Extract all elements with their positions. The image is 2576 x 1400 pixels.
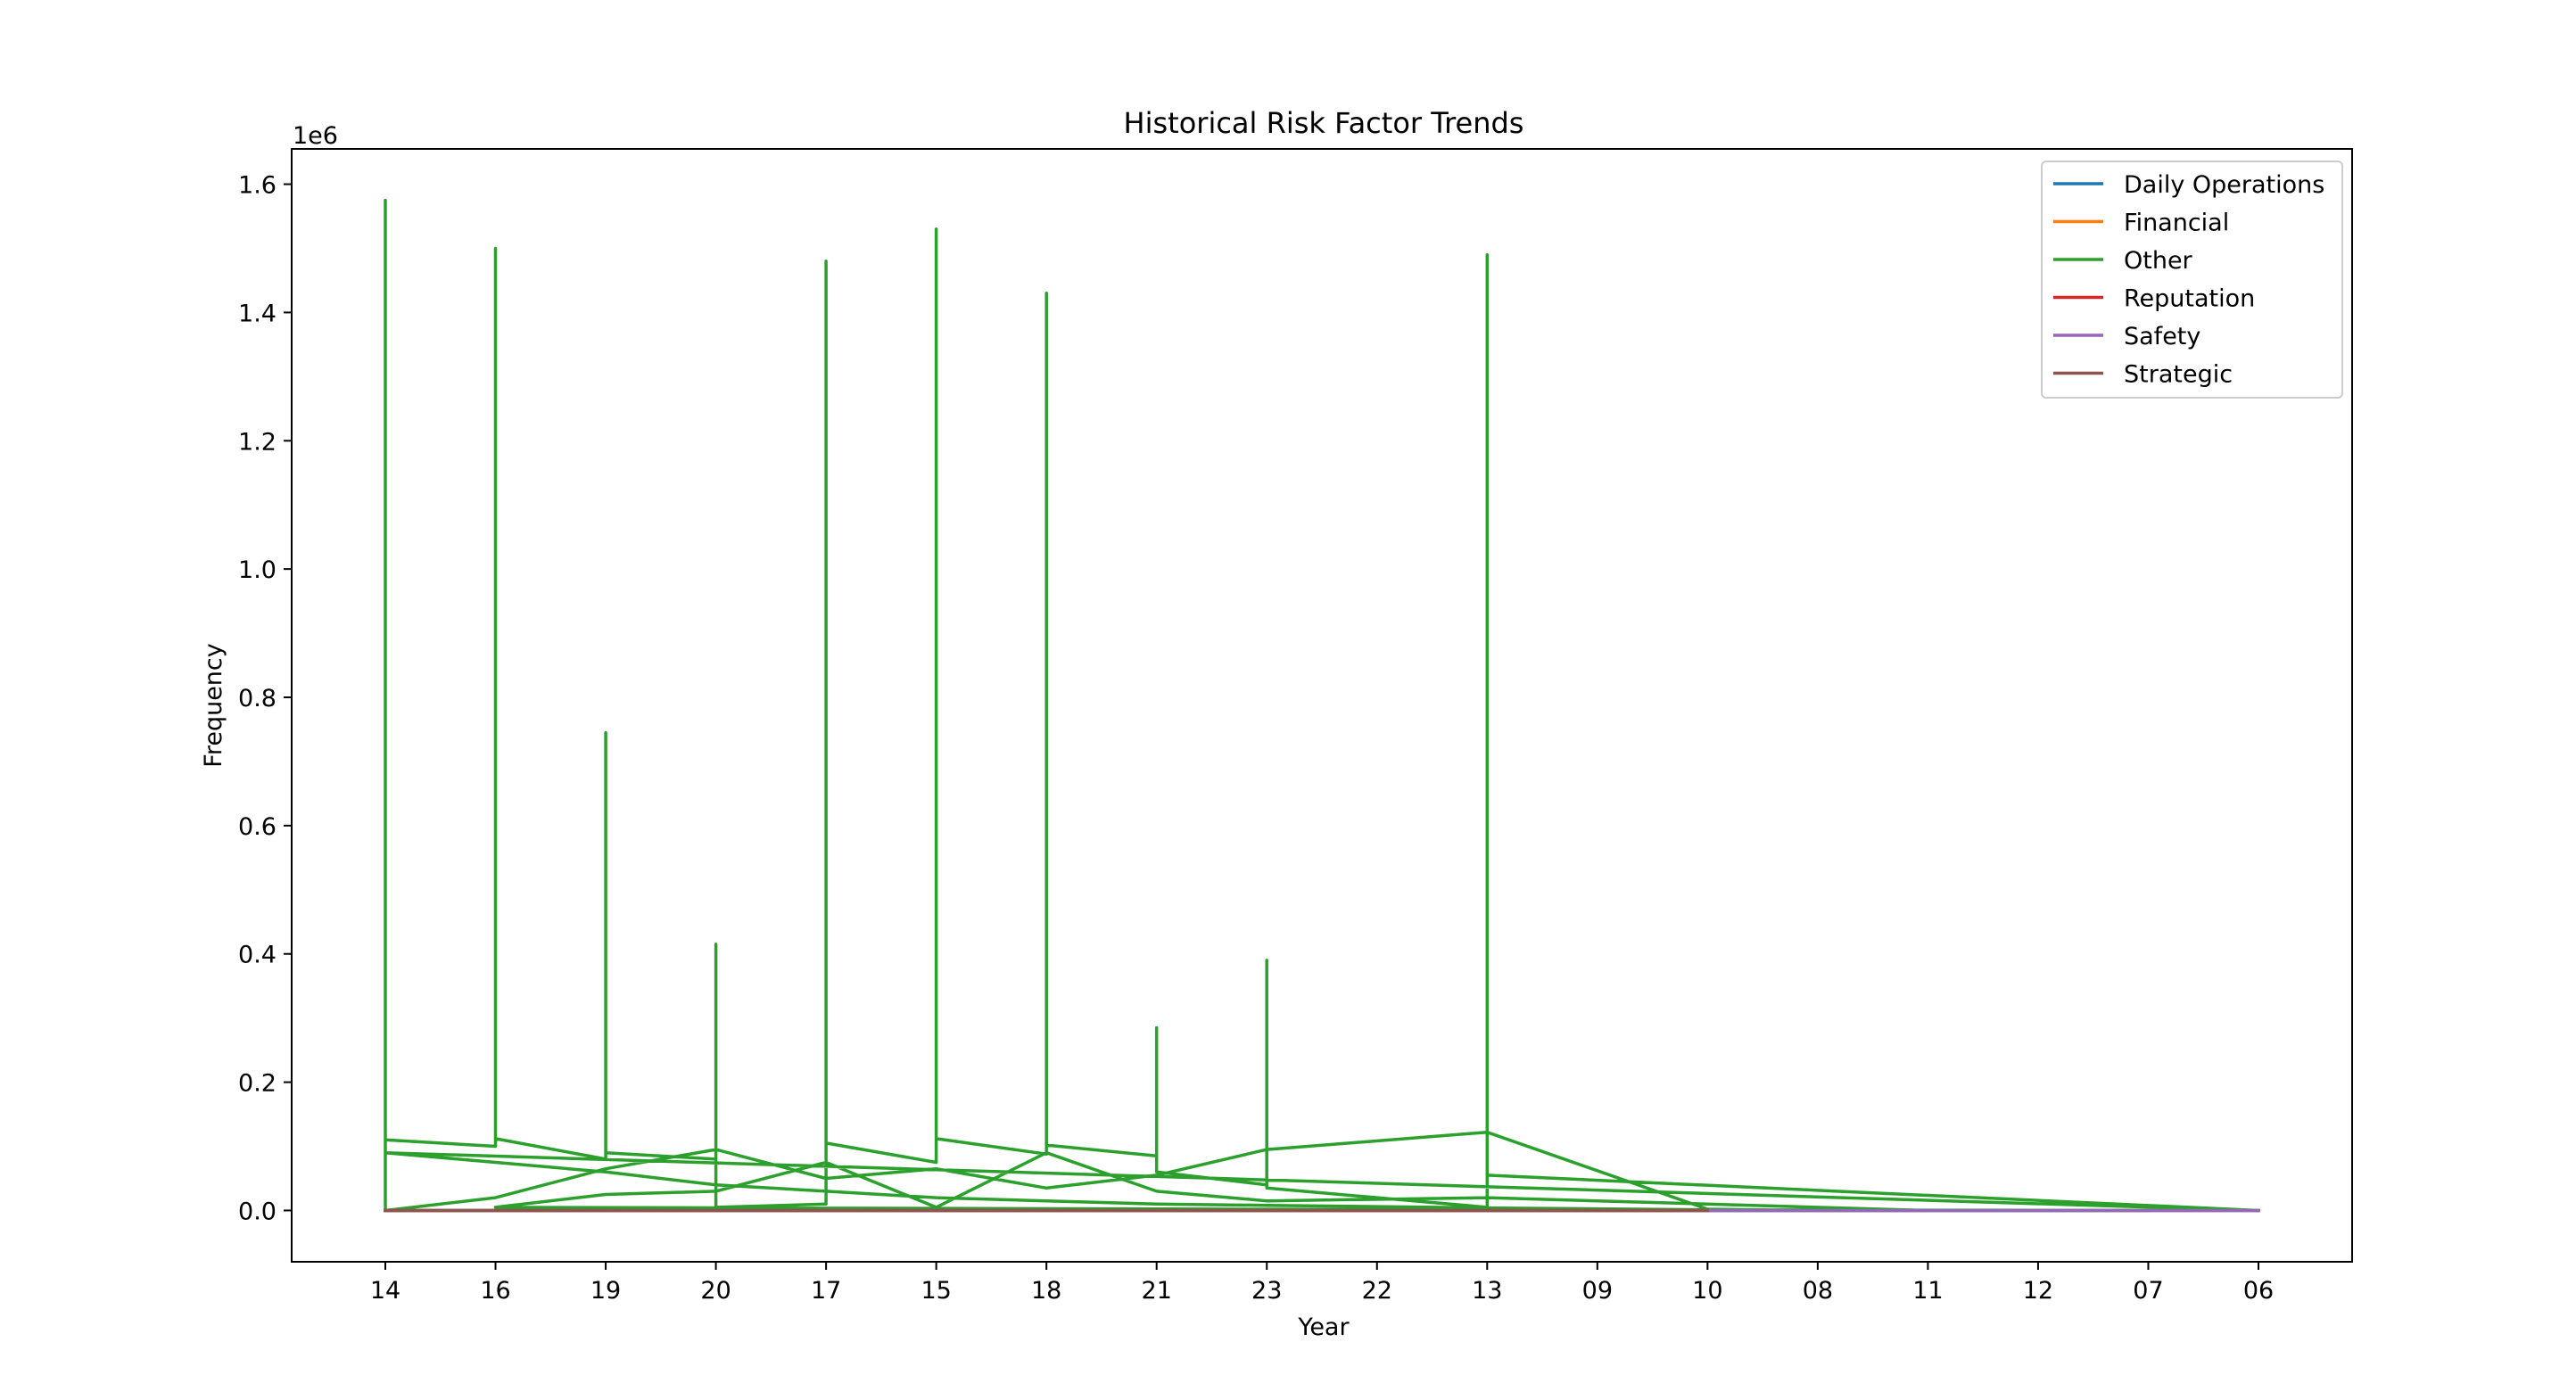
y-tick-label: 0.8 bbox=[238, 685, 277, 712]
x-axis-label: Year bbox=[1297, 1314, 1350, 1341]
y-tick-label: 1.4 bbox=[238, 300, 277, 327]
y-axis-offset-label: 1e6 bbox=[293, 122, 338, 150]
y-tick-label: 1.0 bbox=[238, 556, 277, 584]
x-tick-label: 10 bbox=[1692, 1277, 1722, 1305]
legend-box bbox=[2041, 161, 2343, 399]
x-tick-label: 12 bbox=[2023, 1277, 2053, 1305]
x-tick-label: 08 bbox=[1803, 1277, 1833, 1305]
x-tick-label: 14 bbox=[370, 1277, 400, 1305]
x-tick-label: 06 bbox=[2243, 1277, 2274, 1305]
series-layer bbox=[384, 198, 2260, 1213]
x-tick-label: 20 bbox=[700, 1277, 731, 1305]
y-axis-label: Frequency bbox=[200, 643, 227, 768]
y-tick-label: 0.0 bbox=[238, 1198, 277, 1225]
y-tick-label: 0.4 bbox=[238, 942, 277, 969]
legend-label: Daily Operations bbox=[2124, 171, 2324, 199]
x-tick-label: 09 bbox=[1582, 1277, 1613, 1305]
x-tick-label: 23 bbox=[1251, 1277, 1282, 1305]
x-tick-label: 21 bbox=[1142, 1277, 1172, 1305]
y-tick-label: 0.2 bbox=[238, 1070, 277, 1098]
x-tick-label: 16 bbox=[480, 1277, 510, 1305]
x-tick-label: 15 bbox=[921, 1277, 951, 1305]
y-axis: 0.0 0.2 0.4 0.6 0.8 1.0 1.2 1.4 1.6 bbox=[238, 172, 292, 1225]
x-tick-label: 17 bbox=[811, 1277, 841, 1305]
x-tick-label: 22 bbox=[1362, 1277, 1392, 1305]
plot-area bbox=[291, 148, 2353, 1263]
chart-title: Historical Risk Factor Trends bbox=[1124, 106, 1524, 140]
x-tick-label: 11 bbox=[1912, 1277, 1943, 1305]
legend: Daily Operations Financial Other Reputation… bbox=[2041, 161, 2343, 399]
y-tick-label: 0.6 bbox=[238, 813, 277, 841]
plot-frame bbox=[291, 148, 2353, 1263]
y-tick-label: 1.2 bbox=[238, 428, 277, 456]
x-tick-label: 18 bbox=[1031, 1277, 1061, 1305]
legend-label: Other bbox=[2124, 247, 2193, 275]
y-tick-label: 1.6 bbox=[238, 172, 277, 200]
x-tick-label: 19 bbox=[590, 1277, 621, 1305]
x-tick-label: 13 bbox=[1472, 1277, 1502, 1305]
x-axis: 14 16 19 20 17 15 18 21 23 22 13 09 10 08 11 12 07 06 bbox=[370, 1262, 2274, 1305]
legend-label: Financial bbox=[2124, 210, 2229, 237]
legend-label: Strategic bbox=[2124, 361, 2233, 389]
legend-label: Safety bbox=[2124, 323, 2200, 350]
legend-label: Reputation bbox=[2124, 285, 2255, 313]
x-tick-label: 07 bbox=[2133, 1277, 2163, 1305]
